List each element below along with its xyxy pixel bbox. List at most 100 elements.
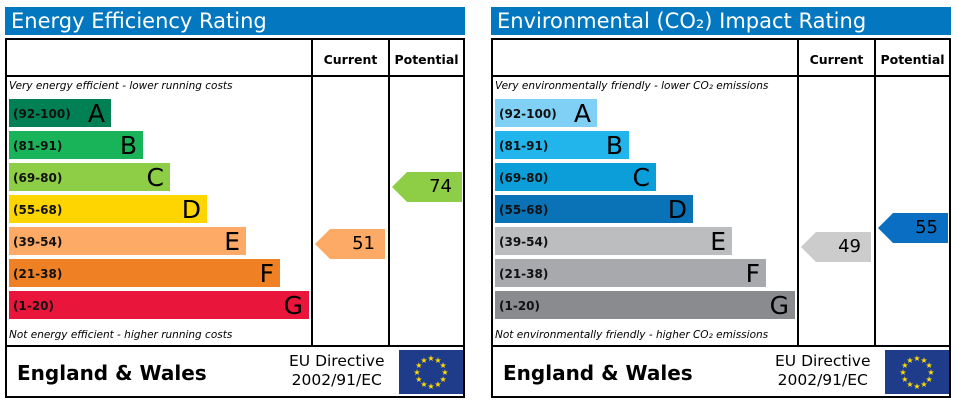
- band-range: (69-80): [499, 171, 549, 185]
- band-range: (21-38): [499, 267, 549, 281]
- band-e: (39-54) E: [9, 227, 246, 256]
- svg-text:★: ★: [906, 356, 913, 365]
- potential-rating-value: 74: [429, 175, 452, 197]
- band-letter: D: [667, 195, 687, 224]
- svg-text:★: ★: [441, 368, 448, 377]
- potential-column-header: Potential: [880, 52, 945, 67]
- current-rating-arrow: 51: [315, 229, 385, 259]
- region-label: England & Wales: [503, 361, 693, 385]
- rating-table: Current Potential Very energy efficient …: [5, 38, 465, 398]
- directive-line-1: EU Directive: [775, 352, 871, 370]
- band-letter: E: [710, 227, 726, 256]
- band-letter: B: [605, 131, 623, 160]
- svg-text:★: ★: [440, 361, 447, 370]
- header-divider: [7, 75, 463, 77]
- bottom-note: Not environmentally friendly - higher CO…: [495, 329, 769, 341]
- band-b: (81-91) B: [9, 131, 143, 160]
- band-range: (55-68): [499, 203, 549, 217]
- band-f: (21-38) F: [495, 259, 766, 288]
- rating-table: Current Potential Very environmentally f…: [491, 38, 951, 398]
- band-range: (69-80): [13, 171, 63, 185]
- band-c: (69-80) C: [9, 163, 170, 192]
- current-rating-arrow: 49: [801, 231, 871, 262]
- footer-divider: [7, 345, 463, 347]
- eu-directive: EU Directive 2002/91/EC: [289, 352, 385, 390]
- region-label: England & Wales: [17, 361, 207, 385]
- band-range: (92-100): [13, 107, 71, 121]
- current-rating-value: 51: [352, 233, 375, 254]
- energy-efficiency-panel: Energy Efficiency Rating Current Potenti…: [5, 0, 465, 404]
- potential-arrow-shape: [878, 213, 948, 243]
- potential-rating-value: 55: [915, 217, 938, 238]
- band-letter: A: [87, 99, 105, 128]
- band-range: (1-20): [13, 299, 54, 313]
- band-range: (39-54): [13, 235, 63, 249]
- svg-text:★: ★: [413, 368, 420, 377]
- eu-directive: EU Directive 2002/91/EC: [775, 352, 871, 390]
- band-letter: C: [632, 163, 650, 192]
- svg-text:★: ★: [899, 368, 906, 377]
- band-b: (81-91) B: [495, 131, 629, 160]
- svg-text:★: ★: [420, 380, 427, 389]
- svg-text:★: ★: [901, 361, 908, 370]
- band-d: (55-68) D: [495, 195, 693, 224]
- column-divider: [311, 40, 313, 347]
- directive-line-1: EU Directive: [289, 352, 385, 370]
- svg-text:★: ★: [415, 361, 422, 370]
- potential-rating-arrow: 74: [392, 171, 462, 202]
- panel-title: Energy Efficiency Rating: [5, 7, 465, 35]
- band-letter: A: [573, 99, 591, 128]
- band-letter: D: [181, 195, 201, 224]
- svg-text:★: ★: [906, 380, 913, 389]
- environmental-impact-panel: Environmental (CO₂) Impact Rating Curren…: [491, 0, 951, 404]
- svg-text:★: ★: [926, 375, 933, 384]
- column-divider: [388, 40, 390, 347]
- svg-text:★: ★: [440, 375, 447, 384]
- svg-text:★: ★: [427, 382, 434, 391]
- band-range: (92-100): [499, 107, 557, 121]
- column-divider: [797, 40, 799, 347]
- top-note: Very energy efficient - lower running co…: [9, 80, 233, 92]
- potential-rating-arrow: 55: [878, 213, 948, 243]
- band-range: (55-68): [13, 203, 63, 217]
- band-g: (1-20) G: [495, 291, 795, 320]
- panel-title: Environmental (CO₂) Impact Rating: [491, 7, 951, 35]
- svg-text:★: ★: [920, 380, 927, 389]
- band-a: (92-100) A: [495, 99, 597, 128]
- svg-text:★: ★: [434, 380, 441, 389]
- current-column-header: Current: [809, 52, 864, 67]
- band-range: (81-91): [13, 139, 63, 153]
- column-divider: [874, 40, 876, 347]
- band-range: (81-91): [499, 139, 549, 153]
- top-note: Very environmentally friendly - lower CO…: [495, 80, 769, 92]
- band-range: (1-20): [499, 299, 540, 313]
- potential-arrow-shape: [392, 171, 462, 202]
- footer-divider: [493, 345, 949, 347]
- band-range: (21-38): [13, 267, 63, 281]
- band-letter: G: [283, 291, 303, 320]
- svg-text:★: ★: [901, 375, 908, 384]
- band-letter: G: [769, 291, 789, 320]
- eu-flag-icon: ★ ★ ★ ★ ★ ★ ★ ★ ★ ★ ★ ★: [885, 350, 949, 394]
- svg-text:★: ★: [920, 356, 927, 365]
- band-e: (39-54) E: [495, 227, 732, 256]
- bottom-note: Not energy efficient - higher running co…: [9, 329, 233, 341]
- band-range: (39-54): [499, 235, 549, 249]
- band-letter: F: [259, 259, 274, 288]
- svg-text:★: ★: [427, 354, 434, 363]
- current-arrow-shape: [315, 229, 385, 259]
- band-f: (21-38) F: [9, 259, 280, 288]
- current-arrow-shape: [801, 231, 871, 262]
- svg-text:★: ★: [420, 356, 427, 365]
- band-letter: C: [146, 163, 164, 192]
- band-letter: E: [224, 227, 240, 256]
- directive-line-2: 2002/91/EC: [291, 371, 382, 389]
- band-letter: F: [745, 259, 760, 288]
- band-d: (55-68) D: [9, 195, 207, 224]
- band-letter: B: [119, 131, 137, 160]
- svg-text:★: ★: [913, 354, 920, 363]
- svg-text:★: ★: [913, 382, 920, 391]
- directive-line-2: 2002/91/EC: [777, 371, 868, 389]
- band-c: (69-80) C: [495, 163, 656, 192]
- svg-text:★: ★: [926, 361, 933, 370]
